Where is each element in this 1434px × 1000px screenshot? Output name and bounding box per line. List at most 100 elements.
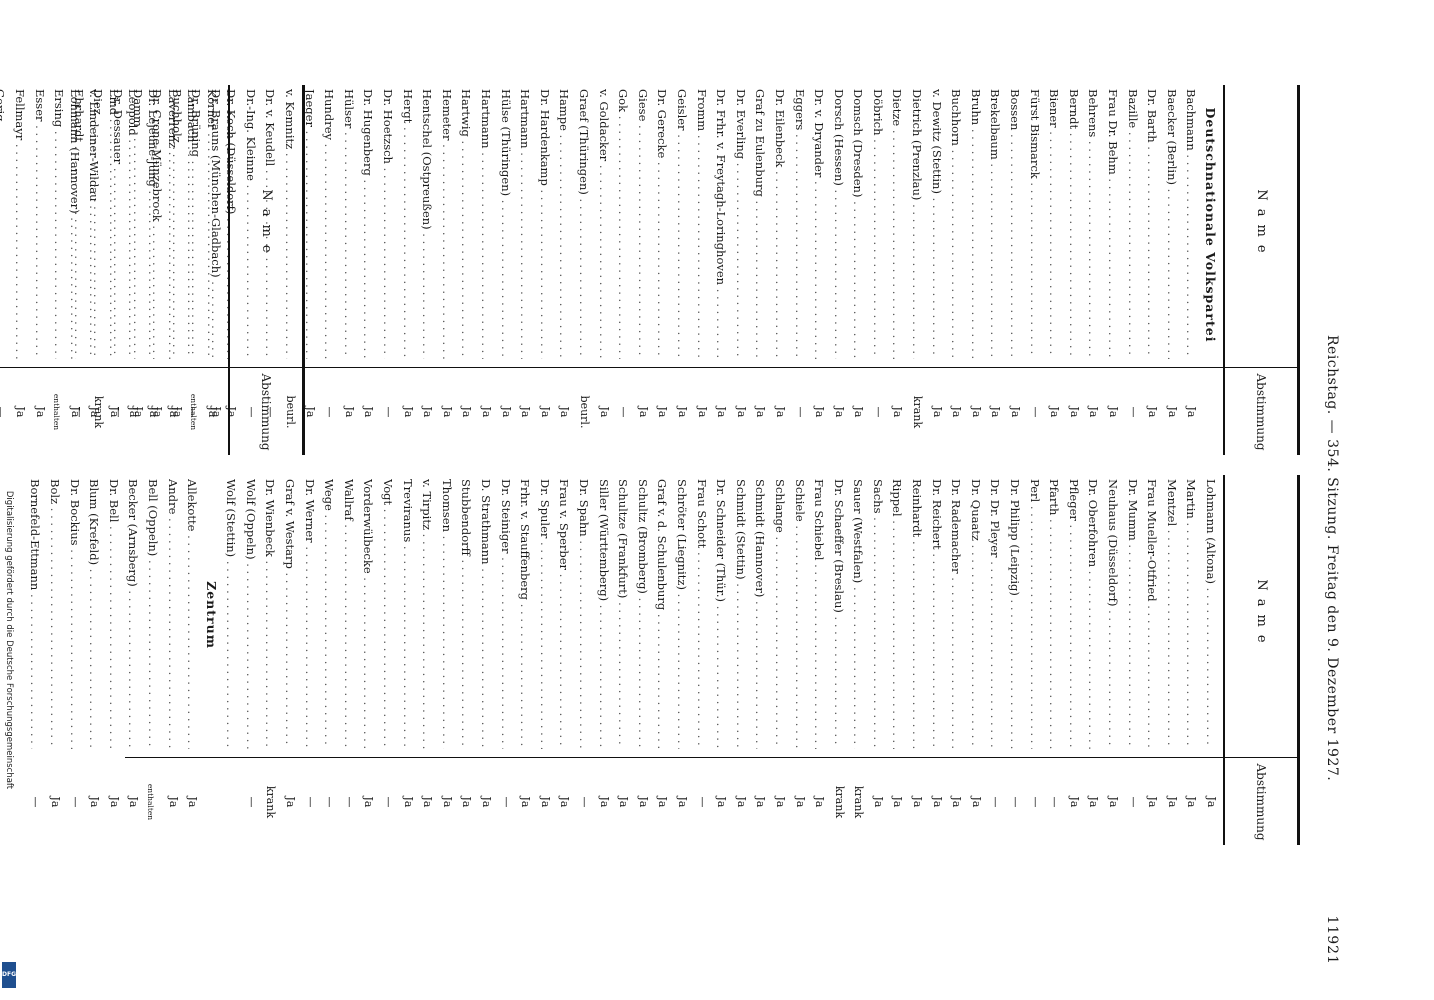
vote-value: Ja: [793, 796, 807, 808]
vote-value: Ja: [362, 406, 376, 418]
vote-value: Ja: [675, 406, 689, 418]
vote-value: Ja: [636, 796, 650, 808]
member-row: Damm Ja: [125, 85, 145, 455]
vote-value: Ja: [930, 796, 944, 808]
member-row: Siller (Württemberg) Ja: [591, 475, 611, 845]
member-name: Domsch (Dresden): [851, 89, 865, 359]
member-name: Hentschel (Ostpreußen): [420, 89, 434, 359]
member-name: Dr. Hardenkamp: [538, 89, 552, 359]
member-name: Graef (Thüringen): [577, 89, 591, 359]
member-name: Dr. Quaatz: [969, 479, 983, 749]
member-name: Dr. v. Dryander: [812, 89, 826, 359]
member-name: Eggers: [793, 89, 807, 359]
section-heading: Deutschnationale Volkspartei: [1198, 85, 1218, 455]
member-row: Graf zu Eulenburg Ja: [748, 85, 767, 455]
member-row: v. Tirpitz Ja: [415, 475, 435, 845]
member-name: Fromm: [695, 89, 709, 359]
member-name: Graf zu Eulenburg: [753, 89, 767, 359]
vote-value: Ja: [636, 406, 650, 418]
member-name: Sachs: [871, 479, 885, 749]
member-row: Buchholz Ja: [164, 85, 184, 455]
header-name: Name: [259, 189, 274, 261]
member-name: Buchhorn: [949, 89, 963, 359]
vote-value: —: [1028, 796, 1042, 808]
vote-value: Ja: [421, 796, 435, 808]
member-row: Graf v. d. Schulenburg Ja: [650, 475, 669, 845]
member-name: Frau Dr. Behm: [1106, 89, 1120, 359]
member-row: Bazille —: [1120, 85, 1140, 455]
header-vote: Abstimmung: [230, 367, 302, 456]
member-row: Dr. Rademacher Ja: [944, 475, 963, 845]
member-row: Baecker (Berlin) Ja: [1159, 85, 1179, 455]
member-name: Martin: [1184, 479, 1198, 749]
member-row: Hülse (Thüringen) Ja: [493, 85, 513, 455]
member-name: Rippel: [891, 479, 905, 749]
member-name: Fellmayr: [13, 89, 27, 359]
member-row: Hartwig Ja: [454, 85, 473, 455]
member-row: Dr. Dr. Pleyer —: [983, 475, 1002, 845]
vote-value: Ja: [519, 796, 533, 808]
member-name: Pfleger: [1067, 479, 1081, 749]
member-name: Bazille: [1126, 89, 1140, 359]
header-vote: Abstimmung: [1225, 757, 1297, 846]
member-row: Gerig —: [0, 85, 7, 455]
vote-value: Ja: [695, 406, 709, 418]
member-name: Stubbendorff: [459, 479, 473, 749]
member-row: Ehrhardt —: [66, 85, 86, 455]
member-name: Dorsch (Hessen): [832, 89, 846, 359]
member-name: Dr. Hoetzsch: [381, 89, 395, 359]
vote-value: Ja: [1009, 406, 1023, 418]
member-row: Biener Ja: [1042, 85, 1061, 455]
member-name: Reinhardt: [910, 479, 924, 749]
page-number: 11921: [1324, 915, 1340, 965]
vote-value: —: [578, 796, 591, 808]
vote-value: Ja: [813, 406, 827, 418]
vote-value: —: [112, 406, 126, 418]
member-row: Dr. Schaeffer (Breslau) krank: [826, 475, 846, 845]
member-name: Dr. Schneider (Thür.): [714, 479, 728, 749]
member-row: Eggers —: [787, 85, 807, 455]
session-title: Reichstag. — 354. Sitzung. Freitag den 9…: [1324, 335, 1340, 782]
vote-value: Ja: [558, 406, 572, 418]
member-name: Biener: [1047, 89, 1061, 359]
vote-value: Ja: [33, 406, 47, 418]
vote-value: Ja: [1107, 406, 1121, 418]
vote-value: Ja: [597, 406, 611, 418]
member-row: Dr. Brüning enthalten: [184, 85, 203, 455]
vote-value: Ja: [715, 796, 729, 808]
vote-value: Ja: [131, 406, 145, 418]
member-name: Damm: [131, 89, 145, 359]
member-name: Frau Schiebel: [812, 479, 826, 749]
vote-value: —: [1126, 406, 1140, 418]
member-row: Dr. Everling Ja: [728, 85, 748, 455]
member-row: v. Dewitz (Stettin) Ja: [924, 85, 944, 455]
member-name: Dr. Dr. Pleyer: [988, 479, 1002, 749]
member-row: Geisler Ja: [669, 85, 689, 455]
vote-value: Ja: [558, 796, 572, 808]
member-row: Schultze (Frankfurt) Ja: [611, 475, 631, 845]
member-name: Mentzel: [1165, 479, 1179, 749]
member-row: Dietrich (Prenzlau) krank: [905, 85, 924, 455]
member-name: Buchholz: [170, 89, 184, 359]
vote-value: —: [382, 796, 396, 808]
member-row: Fürst Bismarck —: [1022, 85, 1042, 455]
member-name: Döbrich: [871, 89, 885, 359]
member-row: Sachs Ja: [865, 475, 885, 845]
member-row: Schmidt (Hannover) Ja: [748, 475, 767, 845]
member-row: Berndt Ja: [1061, 85, 1081, 455]
member-name: Dr. Dessauer: [111, 89, 125, 359]
member-row: Stubbendorff Ja: [454, 475, 473, 845]
member-name: Dr. Philipp (Leipzig): [1008, 479, 1022, 749]
member-name: Schlange: [773, 479, 787, 749]
member-name: Baecker (Berlin): [1165, 89, 1179, 359]
member-name: Gerig: [0, 89, 7, 359]
member-name: Schmidt (Hannover): [753, 479, 767, 749]
vote-value: Ja: [617, 796, 631, 808]
member-name: Schultz (Bromberg): [636, 479, 650, 749]
rotated-page-col3: Name Abstimmung Dr. Brauns (München-Glad…: [0, 85, 345, 965]
member-row: Graef (Thüringen) beurl.: [571, 85, 591, 455]
member-row: Dr. Philipp (Leipzig) —: [1002, 475, 1022, 845]
member-name: Dr. Oberfohren: [1086, 479, 1100, 749]
vote-value: krank: [92, 395, 106, 429]
vote-value: Ja: [989, 406, 1003, 418]
